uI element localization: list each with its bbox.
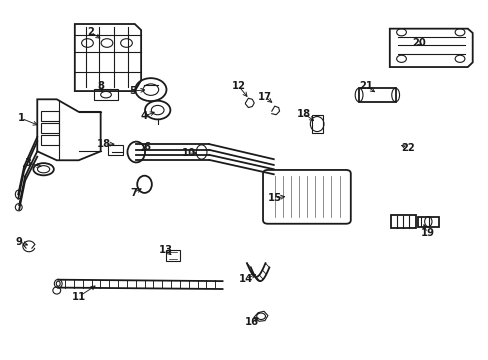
Text: 20: 20 <box>411 38 425 48</box>
Text: 8: 8 <box>97 81 104 91</box>
Text: 17: 17 <box>258 92 271 102</box>
Text: 16: 16 <box>244 317 258 327</box>
Text: 9: 9 <box>16 237 22 247</box>
Text: 4: 4 <box>141 111 148 121</box>
Bar <box>41 123 59 133</box>
Text: 7: 7 <box>130 188 137 198</box>
Text: 11: 11 <box>71 292 86 302</box>
Text: 6: 6 <box>143 142 150 152</box>
Bar <box>417 217 438 226</box>
Text: 5: 5 <box>128 86 136 96</box>
Bar <box>358 88 395 102</box>
Text: 15: 15 <box>267 193 281 203</box>
Text: 14: 14 <box>238 274 253 284</box>
Text: 13: 13 <box>158 245 172 255</box>
Text: 21: 21 <box>359 81 373 91</box>
Text: 19: 19 <box>420 228 433 238</box>
Text: 1: 1 <box>18 113 25 123</box>
Text: 12: 12 <box>231 81 245 91</box>
Text: 3: 3 <box>24 158 31 168</box>
Text: 18: 18 <box>296 109 310 119</box>
Text: 18: 18 <box>97 139 111 149</box>
Bar <box>166 250 180 261</box>
Bar <box>41 135 59 145</box>
Bar <box>390 215 415 228</box>
Text: 2: 2 <box>87 27 94 37</box>
Bar <box>311 116 322 133</box>
Bar <box>94 89 118 100</box>
Text: 10: 10 <box>181 148 195 158</box>
Text: 22: 22 <box>400 143 414 153</box>
Bar <box>41 111 59 121</box>
Bar <box>108 145 122 155</box>
